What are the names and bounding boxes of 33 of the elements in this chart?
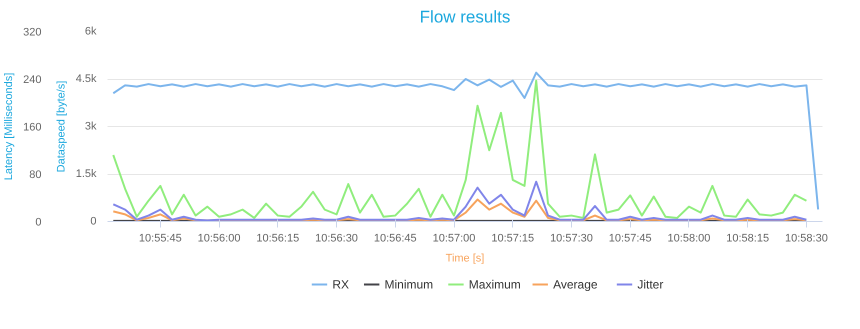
x-tick-label: 10:57:15 <box>491 232 534 244</box>
y2-tick-label: 4.5k <box>76 73 97 85</box>
x-tick-label: 10:57:45 <box>608 232 652 244</box>
line-series <box>112 198 808 222</box>
x-tick-label: 10:56:00 <box>198 232 240 244</box>
y2-tick-label: 0 <box>90 216 97 228</box>
x-tick-label: 10:58:30 <box>785 232 828 244</box>
y-tick-label: 160 <box>23 122 42 134</box>
x-tick-label: 10:56:45 <box>374 232 417 244</box>
y-tick-label: 240 <box>23 74 42 86</box>
x-tick-label: 10:56:30 <box>315 232 358 244</box>
x-tick-label: 10:55:45 <box>138 232 182 244</box>
legend-label: Minimum <box>384 278 434 292</box>
y2-tick-label: 3k <box>84 120 97 132</box>
legend-label: Average <box>553 278 598 292</box>
y-tick-label: 0 <box>35 216 42 228</box>
legend-label: RX <box>332 278 349 292</box>
x-axis-title: Time [s] <box>446 252 484 264</box>
y-tick-label: 80 <box>29 169 42 181</box>
chart-title: Flow results <box>420 8 510 26</box>
y2-axis-title: Dataspeed [byte/s] <box>56 80 68 172</box>
y-axis-title: Latency [Milliseconds] <box>3 72 16 180</box>
y-tick-label: 320 <box>23 26 42 38</box>
y2-tick-label: 1.5k <box>76 168 97 180</box>
legend-label: Maximum <box>468 278 521 292</box>
y2-tick-label: 6k <box>84 26 97 38</box>
x-tick-label: 10:56:15 <box>256 232 300 244</box>
x-tick-label: 10:58:15 <box>726 232 770 244</box>
x-tick-label: 10:57:30 <box>550 232 593 244</box>
x-tick-label: 10:57:00 <box>432 232 476 244</box>
line-series <box>112 180 808 222</box>
x-tick-label: 10:58:00 <box>668 232 710 244</box>
legend-label: Jitter <box>637 278 664 292</box>
